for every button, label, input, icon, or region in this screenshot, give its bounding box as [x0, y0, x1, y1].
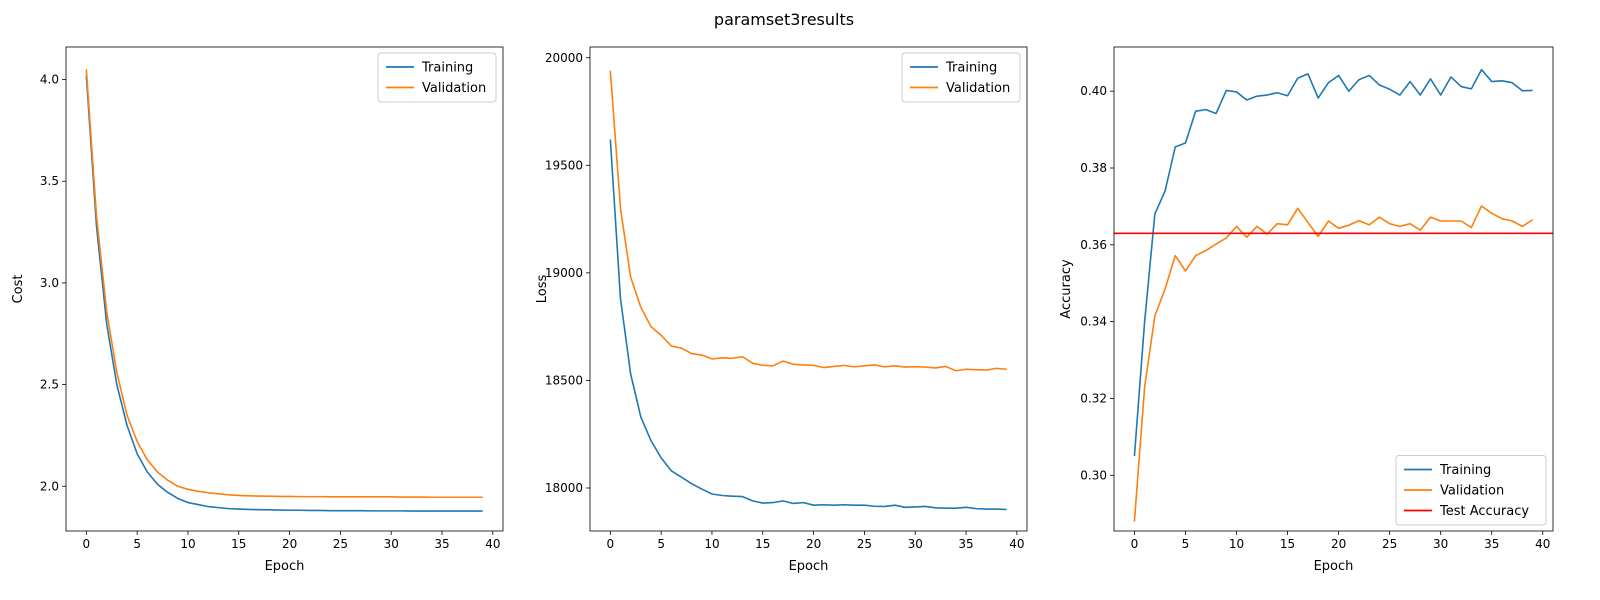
y-tick-label: 0.36	[1080, 238, 1107, 252]
legend-box	[1395, 455, 1547, 526]
series-line-validation	[1133, 205, 1534, 522]
plot-frame	[589, 46, 1028, 532]
x-tick-label: 25	[333, 537, 348, 551]
y-tick-label: 2.0	[40, 479, 59, 493]
figure-title: paramset3results	[714, 10, 854, 29]
x-tick-label: 10	[180, 537, 195, 551]
legend-label: Training	[421, 61, 473, 76]
cost-chart: 0 5 10 15 20 25 30 35 40 2.0 2.5 3.0 3.5 4.0 Epoch Cost…	[11, 46, 504, 574]
x-tick-label: 40	[1535, 537, 1550, 551]
x-axis-label: Epoch	[265, 559, 305, 574]
x-tick-label: 0	[1131, 537, 1139, 551]
y-tick-label: 18500	[545, 373, 583, 387]
legend-box	[377, 52, 497, 103]
x-tick-label: 15	[231, 537, 246, 551]
legend: Training Validation	[901, 52, 1021, 103]
x-tick-label: 40	[1009, 537, 1024, 551]
series-line-validation	[85, 69, 483, 499]
series-line-training	[85, 75, 483, 512]
y-axis-label: Accuracy	[1059, 259, 1074, 319]
x-tick-label: 5	[133, 537, 141, 551]
y-tick-label: 18000	[545, 481, 583, 495]
series-line-validation	[609, 70, 1007, 372]
x-tick-label: 35	[1484, 537, 1499, 551]
x-tick-label: 20	[282, 537, 297, 551]
y-tick-label: 0.40	[1080, 84, 1107, 98]
y-tick-label: 3.0	[40, 276, 59, 290]
x-tick-label: 25	[1382, 537, 1397, 551]
legend-label: Validation	[422, 81, 486, 96]
legend-label: Training	[945, 61, 997, 76]
legend: Training Validation Test Accuracy	[1395, 455, 1547, 526]
x-tick-label: 30	[1433, 537, 1448, 551]
x-tick-label: 10	[704, 537, 719, 551]
x-tick-label: 5	[1182, 537, 1190, 551]
y-tick-label: 2.5	[40, 378, 59, 392]
legend: Training Validation	[377, 52, 497, 103]
y-tick-label: 0.30	[1080, 468, 1107, 482]
y-tick-label: 0.32	[1080, 391, 1107, 405]
x-tick-label: 25	[857, 537, 872, 551]
x-tick-label: 0	[607, 537, 615, 551]
y-tick-label: 3.5	[40, 174, 59, 188]
y-tick-label: 19500	[545, 158, 583, 172]
y-tick-label: 19000	[545, 266, 583, 280]
plot-frame	[65, 46, 504, 532]
y-tick-label: 4.0	[40, 73, 59, 87]
x-tick-label: 40	[485, 537, 500, 551]
y-tick-label: 0.38	[1080, 161, 1107, 175]
plot-frame	[1113, 46, 1554, 532]
legend-box	[901, 52, 1021, 103]
x-tick-label: 35	[434, 537, 449, 551]
x-axis-label: Epoch	[789, 559, 829, 574]
x-tick-label: 20	[806, 537, 821, 551]
legend-label: Test Accuracy	[1439, 504, 1529, 519]
series-line-training	[609, 139, 1007, 511]
x-tick-label: 30	[384, 537, 399, 551]
x-tick-label: 35	[958, 537, 973, 551]
y-tick-label: 0.34	[1080, 315, 1107, 329]
legend-label: Training	[1439, 463, 1491, 478]
series-line-training	[1133, 68, 1533, 457]
x-tick-label: 0	[83, 537, 91, 551]
x-tick-label: 5	[657, 537, 665, 551]
legend-label: Validation	[946, 81, 1010, 96]
accuracy-chart: 0 5 10 15 20 25 30 35 40 0.30 0.32 0.34 0.36 0.38 0.40…	[1059, 46, 1554, 574]
x-tick-label: 20	[1331, 537, 1346, 551]
x-tick-label: 10	[1229, 537, 1244, 551]
loss-chart: 0 5 10 15 20 25 30 35 40 18000 18500 19000 19500 2000…	[535, 46, 1028, 574]
x-tick-label: 15	[755, 537, 770, 551]
y-tick-label: 20000	[545, 51, 583, 65]
x-tick-label: 30	[908, 537, 923, 551]
y-axis-label: Loss	[535, 275, 550, 304]
subplots: 0 5 10 15 20 25 30 35 40 2.0 2.5 3.0 3.5 4.0 Epoch Cost…	[11, 46, 1554, 574]
x-axis-label: Epoch	[1314, 559, 1354, 574]
legend-label: Validation	[1440, 484, 1504, 499]
x-tick-label: 15	[1280, 537, 1295, 551]
y-axis-label: Cost	[11, 275, 26, 304]
